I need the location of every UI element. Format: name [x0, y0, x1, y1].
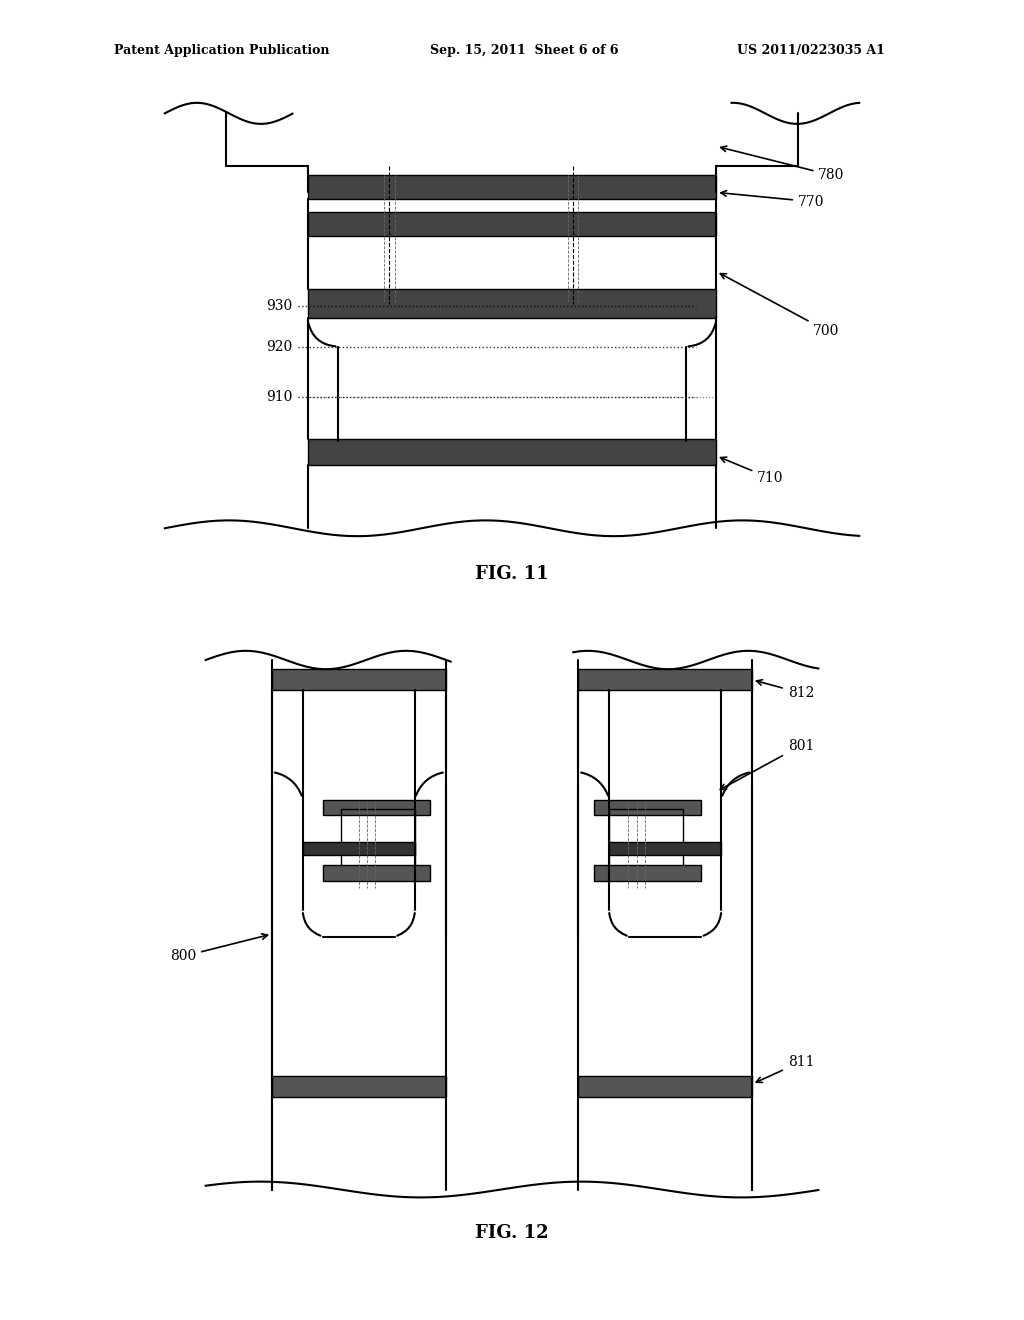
Text: 811: 811: [756, 1055, 814, 1082]
Text: 770: 770: [721, 190, 824, 209]
Bar: [308, 289, 716, 318]
Bar: [272, 1076, 445, 1097]
Text: 710: 710: [721, 457, 783, 486]
Text: Sep. 15, 2011  Sheet 6 of 6: Sep. 15, 2011 Sheet 6 of 6: [430, 44, 618, 57]
Bar: [579, 669, 752, 690]
Bar: [609, 809, 683, 875]
Bar: [272, 669, 445, 690]
Text: FIG. 12: FIG. 12: [475, 1224, 549, 1242]
Text: 910: 910: [266, 389, 293, 404]
Text: 700: 700: [720, 273, 840, 338]
Bar: [308, 176, 716, 199]
Bar: [594, 800, 700, 816]
Bar: [324, 800, 430, 816]
Text: FIG. 11: FIG. 11: [475, 565, 549, 583]
Text: Patent Application Publication: Patent Application Publication: [114, 44, 330, 57]
Text: 780: 780: [721, 147, 845, 182]
Bar: [308, 213, 716, 236]
Text: 930: 930: [266, 298, 293, 313]
Bar: [594, 866, 700, 882]
Bar: [579, 1076, 752, 1097]
Bar: [308, 438, 716, 465]
Text: 812: 812: [757, 680, 814, 700]
Bar: [341, 809, 415, 875]
Text: 920: 920: [266, 339, 293, 354]
Text: US 2011/0223035 A1: US 2011/0223035 A1: [736, 44, 885, 57]
Bar: [324, 866, 430, 882]
Bar: [609, 842, 721, 855]
Text: 801: 801: [720, 739, 814, 789]
Text: 800: 800: [170, 933, 267, 964]
Bar: [303, 842, 415, 855]
